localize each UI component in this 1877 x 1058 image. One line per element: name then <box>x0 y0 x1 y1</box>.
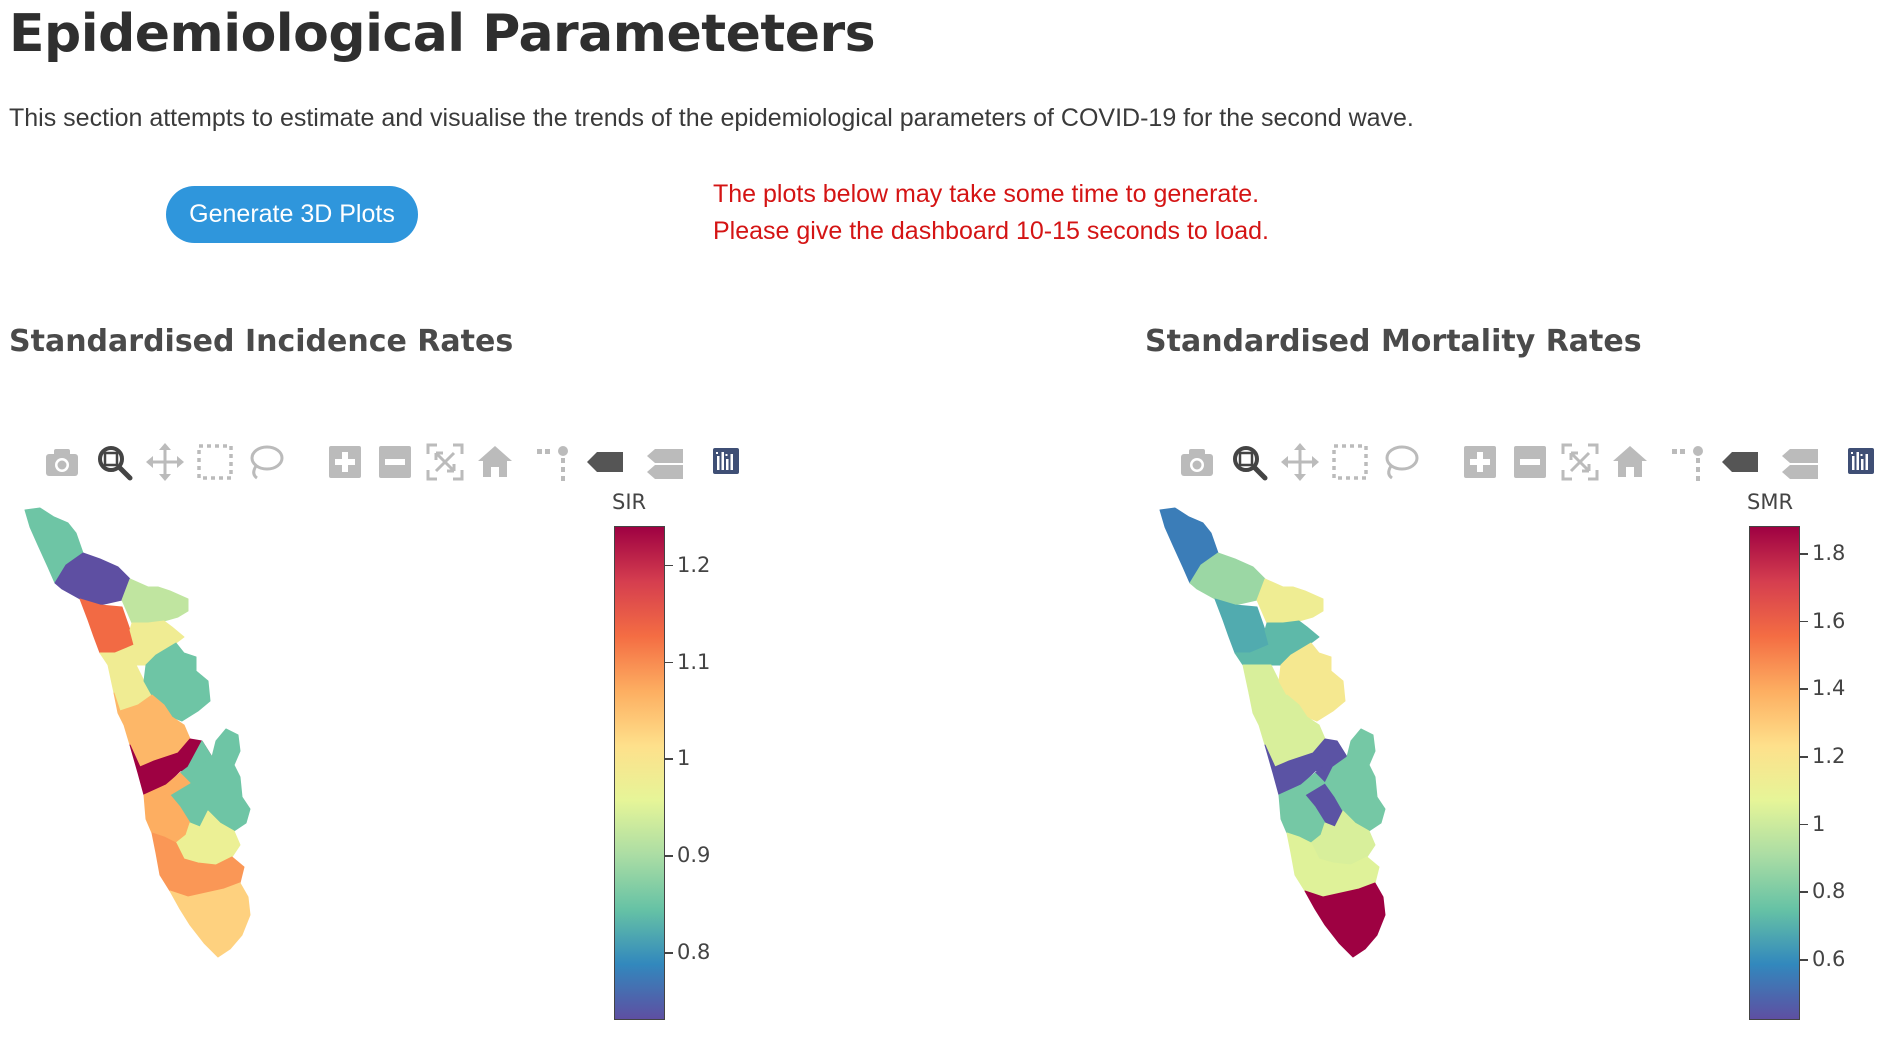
camera-icon[interactable] <box>40 440 84 484</box>
zoom-icon[interactable] <box>92 440 136 484</box>
sir-colorbar-tick <box>665 661 673 664</box>
hover-closest-icon[interactable] <box>583 440 627 484</box>
lasso-select-icon[interactable] <box>243 440 287 484</box>
autoscale-icon[interactable] <box>1558 440 1602 484</box>
loading-notice: The plots below may take some time to ge… <box>713 176 1269 250</box>
box-select-icon[interactable] <box>1328 440 1372 484</box>
reset-axes-icon[interactable] <box>1608 440 1652 484</box>
zoom-out-icon[interactable] <box>373 440 417 484</box>
sir-colorbar-tick-label: 1.1 <box>677 649 711 674</box>
generate-3d-plots-button[interactable]: Generate 3D Plots <box>166 186 418 243</box>
smr-district-14[interactable] <box>1286 832 1380 898</box>
smr-colorbar-tick-label: 0.8 <box>1812 879 1846 904</box>
hover-compare-icon[interactable] <box>1778 440 1822 484</box>
zoom-out-icon[interactable] <box>1508 440 1552 484</box>
sir-colorbar-title: SIR <box>612 490 647 514</box>
smr-colorbar-tick-label: 1.8 <box>1812 541 1846 566</box>
page-description: This section attempts to estimate and vi… <box>9 104 1414 132</box>
sir-colorbar-tick <box>665 855 673 857</box>
smr-district-15[interactable] <box>1304 882 1386 958</box>
smr-colorbar-tick <box>1800 688 1808 690</box>
smr-colorbar-title: SMR <box>1747 490 1794 514</box>
sir-section-title: Standardised Incidence Rates <box>9 324 514 359</box>
spike-lines-icon[interactable] <box>1668 440 1712 484</box>
smr-colorbar-tick <box>1800 891 1808 893</box>
sir-colorbar-tick-label: 1.2 <box>677 552 711 577</box>
zoom-in-icon[interactable] <box>1458 440 1502 484</box>
smr-colorbar-tick <box>1800 620 1808 623</box>
sir-colorbar-tick-label: 0.8 <box>677 940 711 965</box>
smr-section-title: Standardised Mortality Rates <box>1145 324 1642 359</box>
sir-colorbar-gradient <box>614 526 665 1020</box>
smr-colorbar-tick-label: 0.6 <box>1812 947 1846 972</box>
reset-axes-icon[interactable] <box>473 440 517 484</box>
smr-colorbar-tick <box>1800 959 1808 961</box>
plotly-logo-icon[interactable] <box>1838 440 1877 484</box>
sir-colorbar-tick-label: 1 <box>677 746 691 771</box>
sir-district-14[interactable] <box>151 832 245 898</box>
autoscale-icon[interactable] <box>423 440 467 484</box>
smr-colorbar-gradient <box>1749 526 1800 1020</box>
sir-colorbar: SIR 1.2 1.1 1 0.9 0.8 <box>595 490 735 1020</box>
smr-map-panel: SMR 1.8 1.6 1.4 1.2 1 0.8 0.6 <box>1155 430 1877 1030</box>
pan-icon[interactable] <box>143 440 187 484</box>
smr-colorbar-tick-label: 1.2 <box>1812 744 1846 769</box>
notice-line-2: Please give the dashboard 10-15 seconds … <box>713 217 1269 245</box>
sir-colorbar-tick <box>665 758 673 760</box>
lasso-select-icon[interactable] <box>1378 440 1422 484</box>
hover-closest-icon[interactable] <box>1718 440 1762 484</box>
zoom-icon[interactable] <box>1227 440 1271 484</box>
spike-lines-icon[interactable] <box>533 440 577 484</box>
zoom-in-icon[interactable] <box>323 440 367 484</box>
page-title: Epidemiological Parameteters <box>9 4 876 64</box>
sir-district-15[interactable] <box>169 882 251 958</box>
sir-colorbar-tick-label: 0.9 <box>677 843 711 868</box>
sir-colorbar-tick <box>665 564 673 567</box>
smr-colorbar-tick-label: 1.6 <box>1812 608 1846 633</box>
smr-colorbar-tick <box>1800 823 1808 826</box>
smr-colorbar: SMR 1.8 1.6 1.4 1.2 1 0.8 0.6 <box>1730 490 1870 1020</box>
pan-icon[interactable] <box>1278 440 1322 484</box>
box-select-icon[interactable] <box>193 440 237 484</box>
sir-district-4[interactable] <box>121 578 189 624</box>
smr-choropleth-map[interactable] <box>1155 505 1475 1015</box>
camera-icon[interactable] <box>1175 440 1219 484</box>
smr-district-4[interactable] <box>1256 578 1324 624</box>
sir-map-panel: SIR 1.2 1.1 1 0.9 0.8 <box>20 430 760 1030</box>
smr-colorbar-tick <box>1800 756 1808 758</box>
hover-compare-icon[interactable] <box>643 440 687 484</box>
plotly-logo-icon[interactable] <box>703 440 747 484</box>
sir-choropleth-map[interactable] <box>20 505 340 1015</box>
sir-colorbar-tick <box>665 952 673 954</box>
smr-colorbar-tick <box>1800 553 1808 555</box>
notice-line-1: The plots below may take some time to ge… <box>713 180 1260 208</box>
smr-colorbar-tick-label: 1 <box>1812 811 1826 836</box>
smr-colorbar-tick-label: 1.4 <box>1812 676 1846 701</box>
